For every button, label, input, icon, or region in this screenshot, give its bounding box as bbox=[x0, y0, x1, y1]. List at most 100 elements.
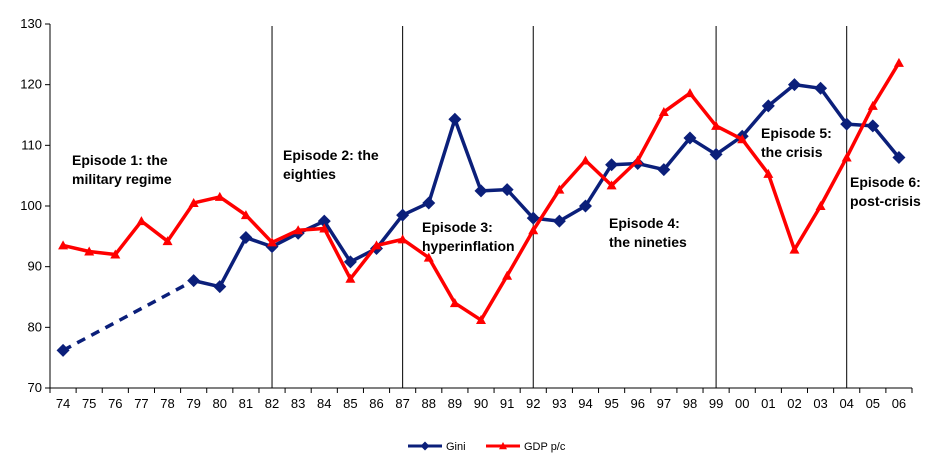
episode-label-line: the crisis bbox=[761, 144, 823, 160]
y-tick-label: 80 bbox=[28, 319, 42, 334]
data-point bbox=[580, 155, 591, 165]
data-point bbox=[528, 225, 539, 235]
x-tick-label: 99 bbox=[709, 396, 723, 411]
data-point bbox=[632, 155, 643, 165]
data-point bbox=[371, 240, 382, 250]
episode-labels: Episode 1: the military regime Episode 2: … bbox=[72, 125, 921, 254]
axes: 70 80 90 100 110 120 130 74 75 76 77 78 79 80 81 82 83 84… bbox=[20, 16, 913, 411]
data-point bbox=[867, 100, 878, 110]
data-point bbox=[397, 234, 408, 244]
series-gini bbox=[56, 78, 906, 357]
series-group bbox=[56, 57, 906, 357]
x-tick-label: 78 bbox=[160, 396, 174, 411]
episode-label-line: Episode 1: the bbox=[72, 152, 168, 168]
data-point bbox=[422, 196, 436, 210]
x-tick-label: 81 bbox=[239, 396, 253, 411]
x-tick-label: 95 bbox=[604, 396, 618, 411]
data-point bbox=[58, 240, 69, 250]
data-point bbox=[293, 225, 304, 235]
data-point bbox=[578, 199, 592, 213]
y-tick-label: 130 bbox=[20, 16, 42, 31]
data-point bbox=[526, 211, 540, 225]
x-tick-label: 90 bbox=[474, 396, 488, 411]
data-point bbox=[423, 252, 434, 262]
data-point bbox=[840, 117, 854, 131]
data-point bbox=[502, 270, 513, 280]
x-tick-label: 76 bbox=[108, 396, 122, 411]
data-point bbox=[396, 208, 410, 222]
episode-label-line: Episode 2: the bbox=[283, 147, 379, 163]
x-tick-label: 80 bbox=[213, 396, 227, 411]
data-point bbox=[763, 168, 774, 178]
episode-label-line: Episode 3: bbox=[422, 219, 493, 235]
y-tick-label: 100 bbox=[20, 198, 42, 213]
y-tick-label: 110 bbox=[21, 137, 42, 152]
legend-item: GDP p/c bbox=[486, 441, 566, 453]
x-tick-label: 75 bbox=[82, 396, 96, 411]
legend-item: Gini bbox=[408, 441, 466, 453]
data-point bbox=[343, 255, 357, 269]
x-tick-label: 87 bbox=[395, 396, 409, 411]
data-point bbox=[606, 180, 617, 190]
series-dashed-line bbox=[62, 279, 195, 352]
data-point bbox=[711, 120, 722, 130]
data-point bbox=[658, 106, 669, 116]
data-point bbox=[892, 150, 906, 164]
episode-label: Episode 2: the eighties bbox=[283, 147, 379, 182]
x-tick-label: 05 bbox=[866, 396, 880, 411]
x-tick-label: 84 bbox=[317, 396, 331, 411]
episode-label: Episode 1: the military regime bbox=[72, 152, 172, 187]
data-point bbox=[162, 236, 173, 246]
data-point bbox=[136, 216, 147, 226]
data-point bbox=[866, 119, 880, 133]
series-gdp-p-c bbox=[58, 57, 904, 325]
data-point bbox=[657, 163, 671, 177]
x-tick-label: 92 bbox=[526, 396, 540, 411]
episode-label-line: Episode 6: bbox=[850, 174, 921, 190]
series-line bbox=[193, 82, 901, 289]
x-tick-label: 02 bbox=[787, 396, 801, 411]
x-tick-label: 77 bbox=[134, 396, 148, 411]
legend-swatch-marker bbox=[420, 441, 430, 451]
episode-dividers bbox=[271, 26, 848, 388]
episode-label-line: the nineties bbox=[609, 234, 687, 250]
x-tick-label: 88 bbox=[422, 396, 436, 411]
x-tick-label: 06 bbox=[892, 396, 906, 411]
episode-label: Episode 3: hyperinflation bbox=[422, 219, 515, 254]
data-point bbox=[554, 184, 565, 194]
x-tick-label: 93 bbox=[552, 396, 566, 411]
x-tick-label: 03 bbox=[813, 396, 827, 411]
data-point bbox=[449, 298, 460, 308]
data-point bbox=[787, 78, 801, 92]
legend-swatch-marker bbox=[499, 442, 507, 450]
data-point bbox=[474, 184, 488, 198]
data-point bbox=[815, 201, 826, 210]
y-tick-label: 120 bbox=[20, 77, 42, 92]
data-point bbox=[317, 214, 331, 228]
data-point bbox=[345, 273, 356, 283]
episode-label-line: hyperinflation bbox=[422, 238, 515, 254]
data-point bbox=[605, 158, 619, 172]
x-tick-label: 83 bbox=[291, 396, 305, 411]
data-point bbox=[789, 244, 800, 254]
data-point bbox=[267, 237, 278, 247]
data-point bbox=[448, 112, 462, 126]
y-tick-label: 90 bbox=[28, 259, 42, 274]
episode-label-line: Episode 5: bbox=[761, 125, 832, 141]
data-point bbox=[552, 214, 566, 228]
data-point bbox=[214, 191, 225, 201]
x-tick-label: 01 bbox=[761, 396, 775, 411]
x-tick-label: 98 bbox=[683, 396, 697, 411]
data-point bbox=[683, 131, 697, 145]
data-point bbox=[893, 57, 904, 67]
episode-label: Episode 6: post-crisis bbox=[850, 174, 921, 209]
data-point bbox=[500, 183, 514, 197]
episode-label-line: post-crisis bbox=[850, 193, 921, 209]
x-tick-label: 82 bbox=[265, 396, 279, 411]
data-point bbox=[188, 197, 199, 207]
episode-label-line: military regime bbox=[72, 171, 172, 187]
data-point bbox=[709, 147, 723, 161]
data-point bbox=[213, 280, 227, 294]
x-tick-label: 00 bbox=[735, 396, 749, 411]
